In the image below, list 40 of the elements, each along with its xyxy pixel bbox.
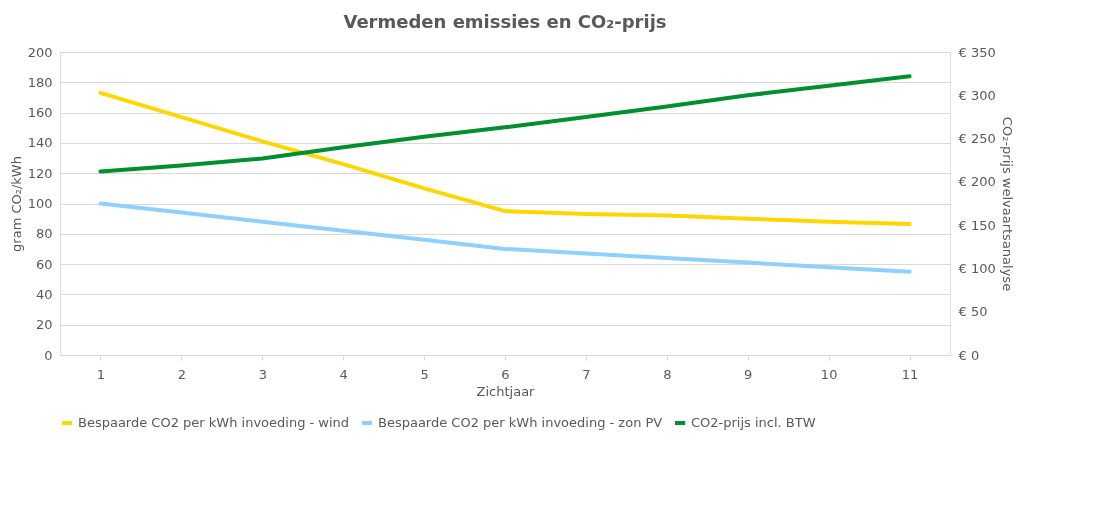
y-tick-label: 120 (27, 165, 53, 181)
y2-tick-label: € 100 (958, 260, 996, 276)
x-tick-label: 7 (582, 366, 591, 382)
y-tick-label: 140 (27, 135, 53, 151)
y-tick-label: 160 (27, 105, 53, 121)
legend-label: Bespaarde CO2 per kWh invoeding - zon PV (378, 415, 663, 430)
y2-tick-label: € 200 (958, 174, 996, 190)
x-tick-label: 4 (339, 366, 348, 382)
y2-tick-label: € 150 (958, 217, 996, 233)
x-tick-label: 5 (420, 366, 429, 382)
x-tick-label: 3 (258, 366, 267, 382)
y-tick-label: 80 (35, 226, 53, 242)
y-tick-label: 180 (27, 74, 53, 90)
line-series (98, 74, 912, 174)
x-tick-label: 1 (96, 366, 106, 382)
y-tick-label: 60 (35, 256, 53, 272)
y-axis-title: gram CO₂/kWh (8, 156, 24, 252)
x-tick-label: 2 (177, 366, 186, 382)
y2-tick-label: € 250 (958, 131, 996, 147)
x-tick-label: 6 (501, 366, 510, 382)
y2-tick-label: € 350 (958, 44, 996, 60)
x-axis-title: Zichtjaar (476, 383, 536, 399)
legend-label: Bespaarde CO2 per kWh invoeding - wind (78, 415, 350, 430)
y-tick-label: 0 (44, 347, 53, 363)
x-tick-label: 8 (663, 366, 672, 382)
x-tick-label: 9 (744, 366, 753, 382)
chart-title: Vermeden emissies en CO₂-prijs (343, 11, 667, 32)
y2-tick-label: € 300 (958, 87, 996, 103)
y-tick-label: 100 (27, 196, 53, 211)
y2-axis-title: CO₂-prijs welvaartsanalyse (999, 116, 1015, 292)
y2-tick-label: € 50 (958, 304, 988, 320)
line-series (98, 90, 912, 226)
line-series (98, 201, 912, 274)
legend-label: CO2-prijs incl. BTW (691, 415, 816, 430)
y-tick-label: 40 (35, 286, 53, 302)
y-tick-label: 200 (27, 44, 53, 60)
y2-tick-label: € 0 (958, 347, 980, 363)
x-tick-label: 11 (901, 366, 919, 382)
y-tick-label: 20 (35, 317, 53, 333)
x-tick-label: 10 (820, 366, 838, 382)
